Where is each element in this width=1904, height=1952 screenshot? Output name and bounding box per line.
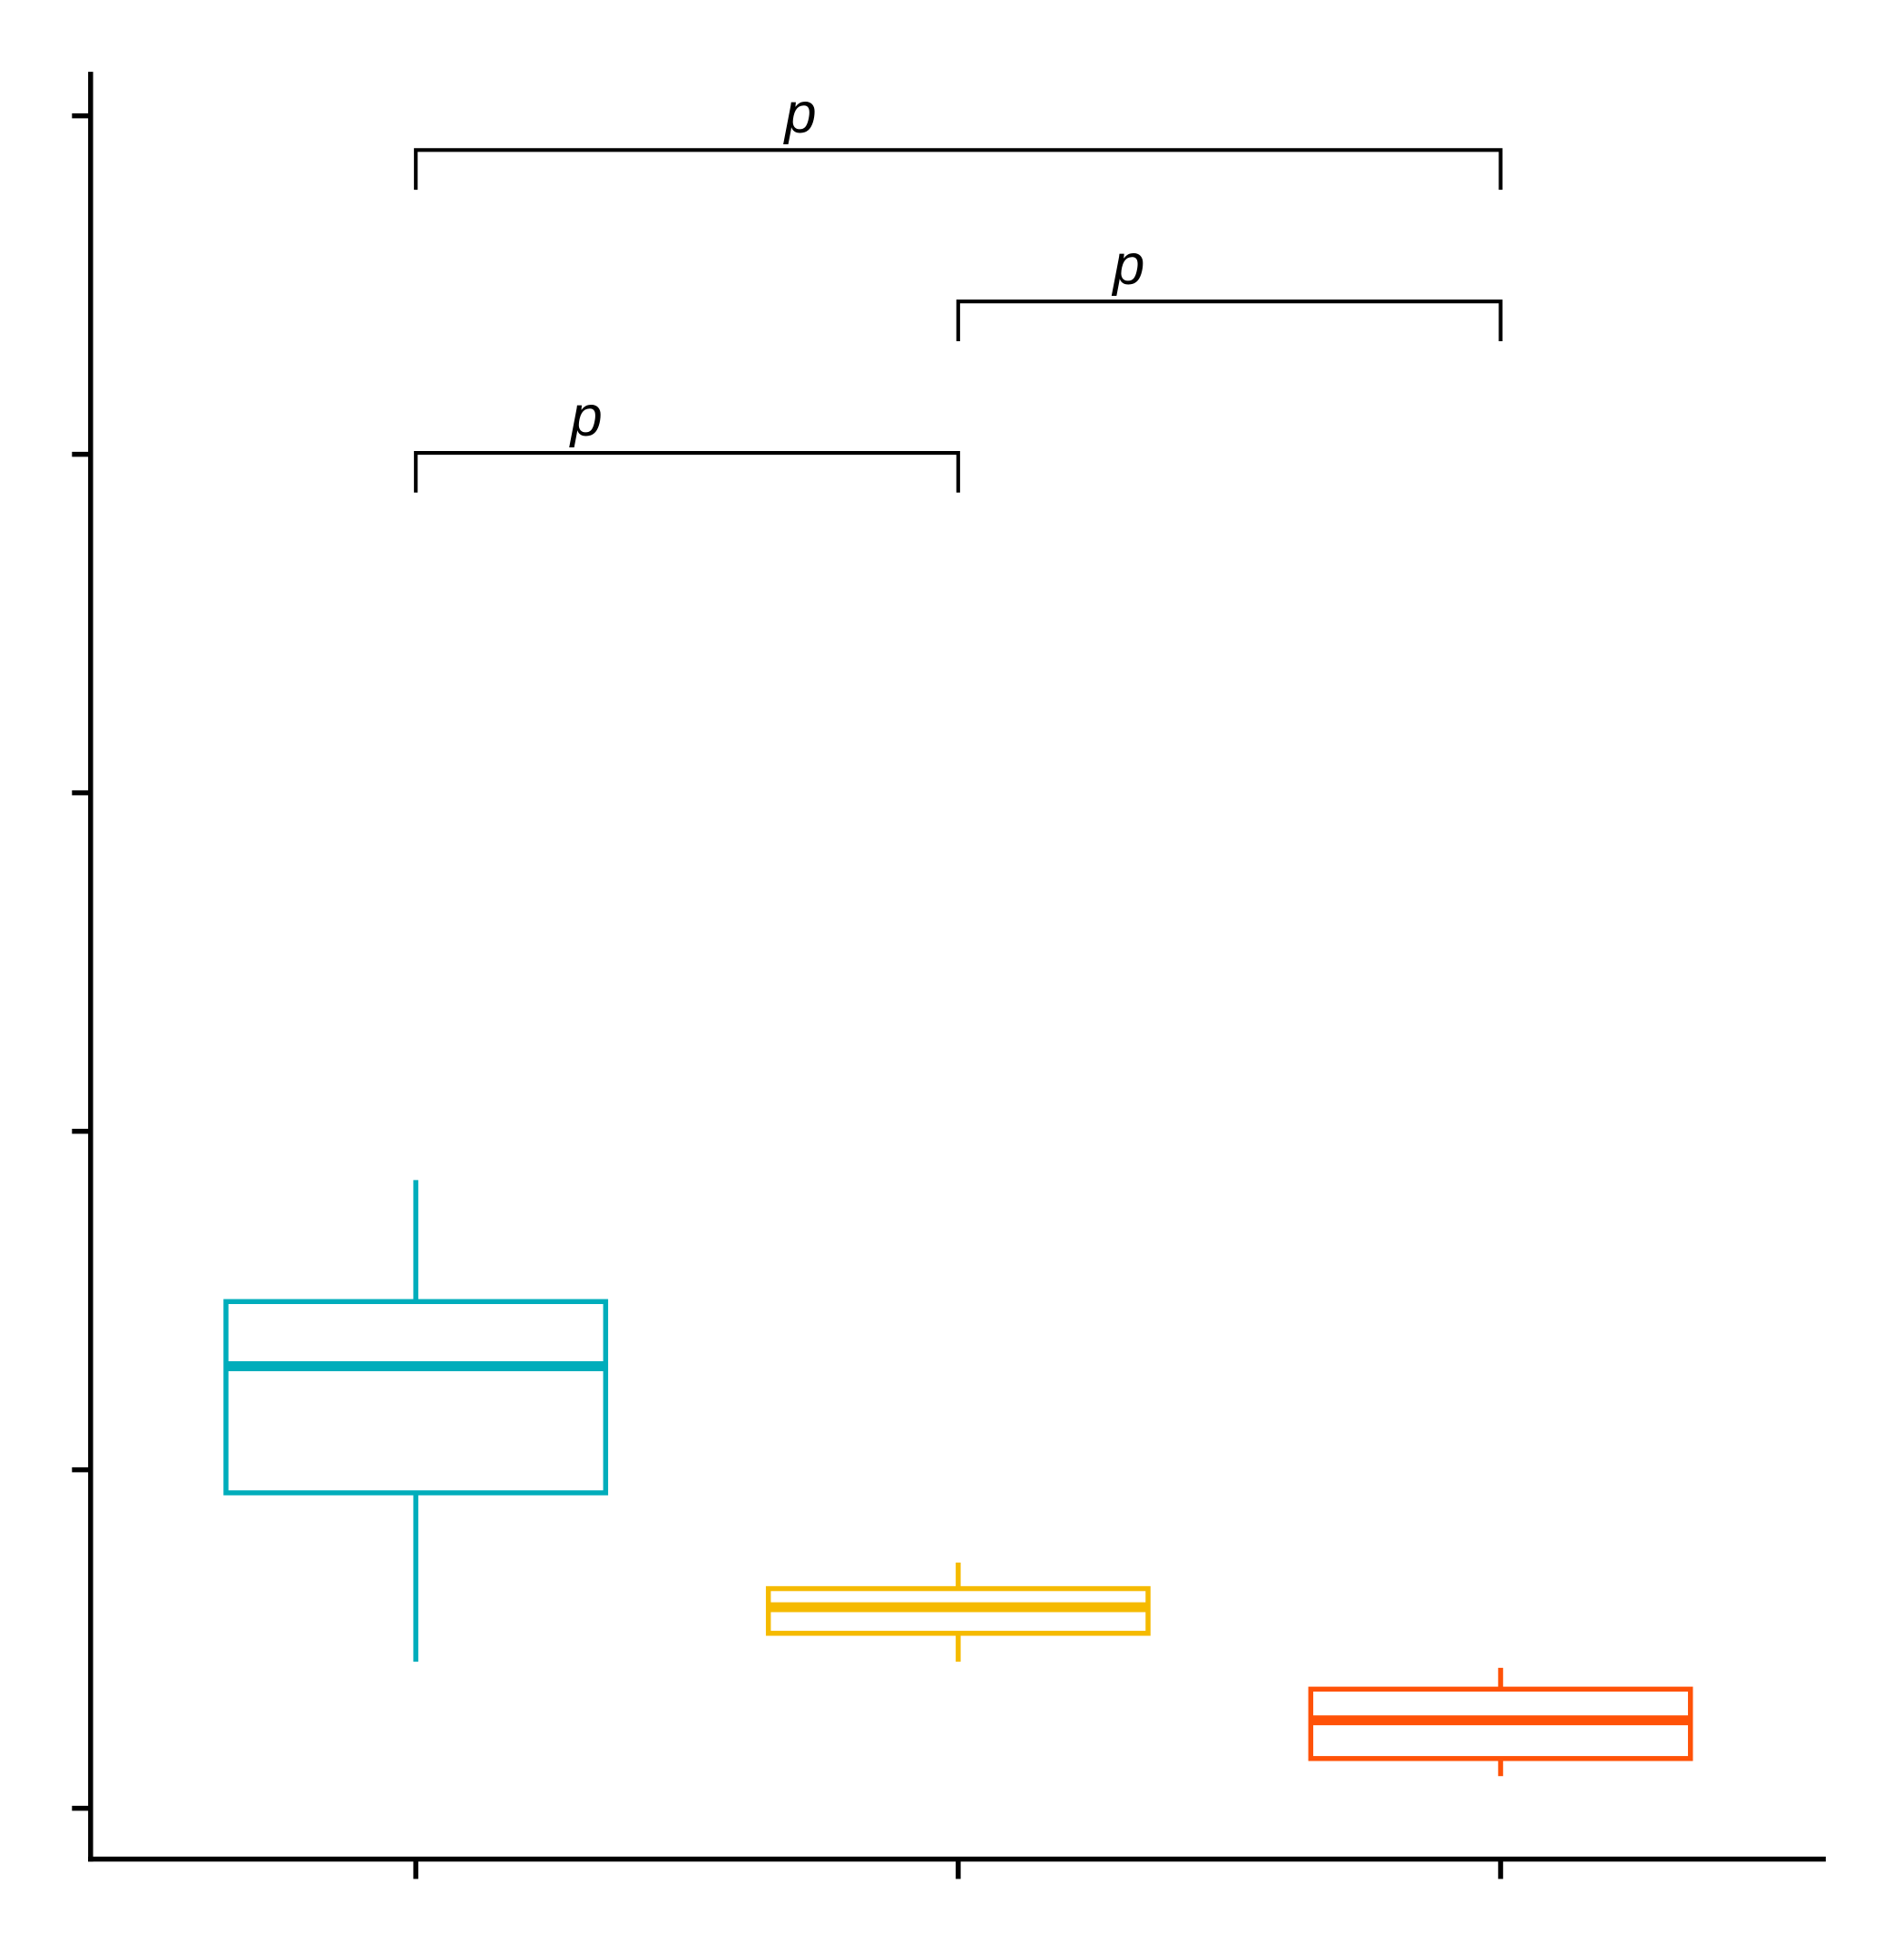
- box: [223, 1299, 609, 1496]
- bracket: [414, 148, 1503, 191]
- bracket: [414, 450, 960, 493]
- annotation: p: [569, 385, 603, 448]
- annotation: p: [1111, 233, 1144, 297]
- bracket: [956, 299, 1503, 341]
- annotation: p: [783, 82, 817, 145]
